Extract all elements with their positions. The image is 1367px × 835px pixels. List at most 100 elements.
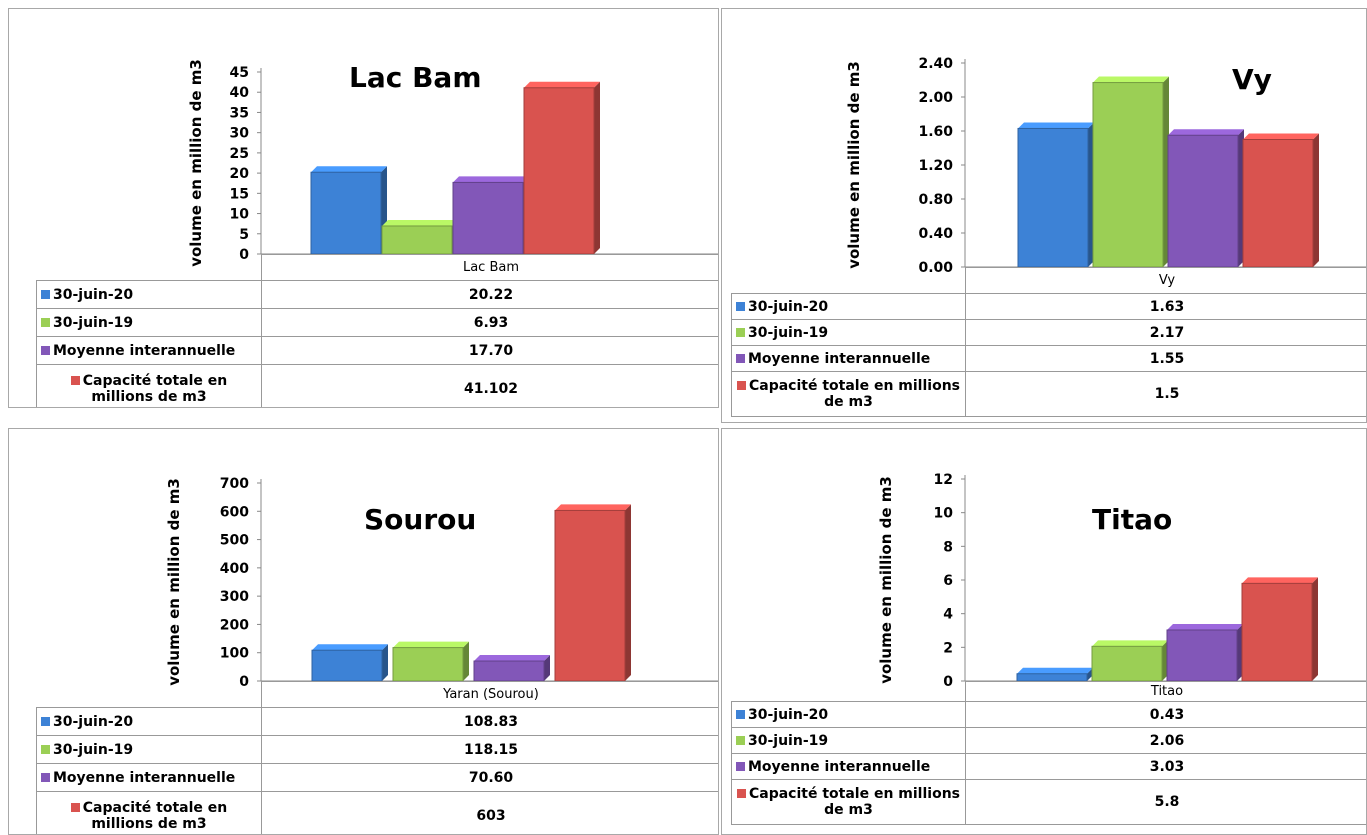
legend-entry: 30-juin-20 — [36, 707, 262, 736]
legend-label: 30-juin-20 — [748, 298, 829, 315]
y-tick-label: 200 — [220, 617, 249, 633]
chart-panel-3: 12 10 8 6 4 2 0 volume en million de m3 Titao Tit… — [721, 428, 1367, 835]
table-row: Moyenne interannuelle 1.55 — [731, 345, 1366, 372]
y-tick-label: 6 — [943, 573, 953, 589]
legend-entry: 30-juin-19 — [731, 319, 966, 346]
legend-label: Moyenne interannuelle — [748, 350, 931, 367]
chart-title: Vy — [1232, 63, 1272, 96]
bar-side — [594, 81, 600, 254]
bar-front — [1091, 645, 1163, 682]
chart-title: Sourou — [364, 503, 477, 536]
data-value: 0.43 — [965, 701, 1366, 728]
data-value: 118.15 — [261, 735, 718, 764]
table-row: 30-juin-20 0.43 — [731, 701, 1366, 728]
table-row: 30-juin-19 6.93 — [36, 308, 718, 337]
y-axis-label: volume en million de m3 — [165, 478, 183, 686]
legend-label: Capacité totale en millions de m3 — [748, 786, 960, 818]
bar-front — [473, 660, 545, 682]
legend-entry: Moyenne interannuelle — [36, 763, 262, 792]
bar-top — [1093, 76, 1169, 83]
data-value: 1.55 — [965, 345, 1366, 372]
y-tick-label: 400 — [220, 561, 249, 577]
bar-front — [1166, 629, 1238, 682]
y-tick-label: 0.80 — [918, 192, 953, 208]
legend-label: Moyenne interannuelle — [53, 769, 236, 786]
bar-capacite — [1241, 577, 1318, 682]
legend-entry: 30-juin-19 — [36, 735, 262, 764]
y-tick-label: 700 — [220, 476, 249, 492]
category-label: Lac Bam — [261, 254, 718, 281]
legend-entry: 30-juin-19 — [36, 308, 262, 337]
y-tick-label: 2.40 — [918, 56, 953, 72]
y-tick-label: 4 — [943, 607, 953, 623]
bar-side — [625, 504, 631, 681]
bar-side — [1312, 577, 1318, 681]
table-row: Capacité totale en millions de m3 5.8 — [731, 779, 1366, 825]
legend-label: 30-juin-19 — [53, 741, 134, 758]
bar-front — [1167, 134, 1239, 268]
bar-capacite — [523, 81, 600, 255]
legend-entry: Capacité totale en millions de m3 — [36, 364, 262, 407]
data-table: Titao 30-juin-20 0.43 30-juin-19 2.06 Moyenne… — [731, 681, 1366, 825]
bar-front — [311, 649, 383, 682]
table-row: 30-juin-20 20.22 — [36, 280, 718, 309]
legend-swatch — [736, 381, 746, 390]
legend-entry: Moyenne interannuelle — [731, 345, 966, 372]
legend-swatch — [736, 761, 745, 771]
bar-30-juin-19 — [1092, 76, 1169, 268]
legend-swatch — [736, 709, 745, 719]
chart-panel-1: 2.40 2.00 1.60 1.20 0.80 0.40 0.00 volume en mi… — [721, 8, 1367, 423]
y-tick-label: 30 — [230, 126, 250, 142]
bar-moyenne — [473, 655, 550, 682]
y-tick-label: 100 — [220, 646, 249, 662]
bar-top — [1167, 623, 1243, 630]
legend-entry: 30-juin-20 — [731, 701, 966, 728]
bar-front — [381, 225, 453, 255]
data-table: Lac Bam 30-juin-20 20.22 30-juin-19 6.93 Moye… — [36, 254, 718, 407]
bar-front — [1017, 127, 1089, 268]
table-corner — [731, 681, 966, 702]
data-value: 3.03 — [965, 753, 1366, 780]
table-corner — [731, 267, 966, 294]
y-tick-label: 2.00 — [918, 90, 953, 106]
bar-top — [524, 81, 600, 88]
legend-label: 30-juin-19 — [748, 732, 829, 749]
data-value: 41.102 — [261, 364, 718, 407]
legend-swatch — [736, 327, 745, 337]
legend-swatch — [736, 789, 746, 798]
data-value: 17.70 — [261, 336, 718, 365]
legend-entry: Capacité totale en millions de m3 — [36, 791, 262, 834]
bar-front — [1241, 582, 1313, 682]
legend-label: Capacité totale en millions de m3 — [82, 372, 228, 405]
bar-capacite — [1242, 133, 1319, 268]
y-tick-label: 1.20 — [918, 158, 953, 174]
table-row: 30-juin-19 2.06 — [731, 727, 1366, 754]
table-row: Capacité totale en millions de m3 41.102 — [36, 364, 718, 407]
y-tick-label: 0.40 — [918, 226, 953, 242]
legend-entry: 30-juin-20 — [36, 280, 262, 309]
legend-entry: Capacité totale en millions de m3 — [731, 371, 966, 417]
bar-top — [555, 504, 631, 511]
legend-swatch — [41, 772, 50, 782]
data-value: 1.63 — [965, 293, 1366, 320]
legend-swatch — [41, 744, 50, 754]
chart-title: Lac Bam — [349, 61, 482, 94]
y-tick-label: 15 — [230, 186, 249, 202]
legend-swatch — [41, 289, 50, 299]
y-axis-label: volume en million de m3 — [845, 61, 863, 269]
legend-entry: Moyenne interannuelle — [36, 336, 262, 365]
table-row: Moyenne interannuelle 17.70 — [36, 336, 718, 365]
legend-swatch — [736, 301, 745, 311]
chart-panel-2: 700 600 500 400 300 200 100 0 volume en million … — [8, 428, 719, 835]
bar-30-juin-19 — [381, 219, 458, 255]
data-value: 70.60 — [261, 763, 718, 792]
bar-30-juin-19 — [1091, 640, 1168, 682]
y-tick-label: 600 — [220, 504, 249, 520]
bar-top — [453, 176, 529, 183]
bar-front — [523, 87, 595, 255]
table-row: Moyenne interannuelle 3.03 — [731, 753, 1366, 780]
data-value: 2.06 — [965, 727, 1366, 754]
category-label: Titao — [965, 681, 1366, 702]
